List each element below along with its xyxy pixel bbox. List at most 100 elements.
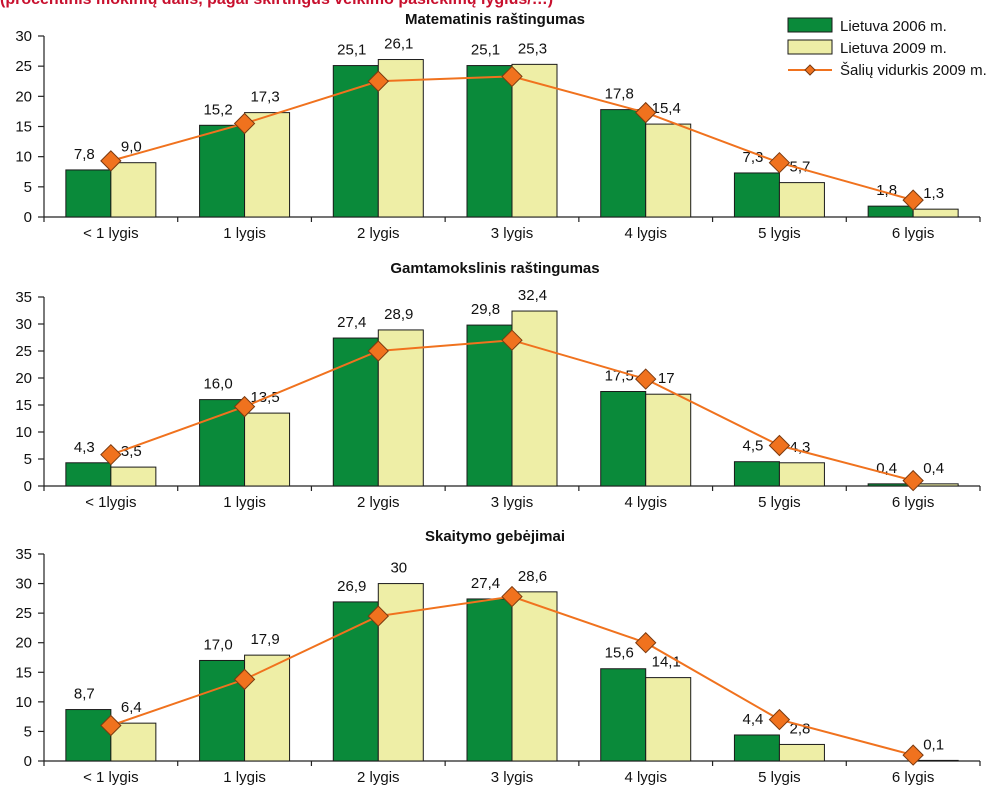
bar-lietuva-2009 xyxy=(377,59,424,218)
average-marker xyxy=(501,585,523,608)
y-tick-label: 20 xyxy=(15,635,32,652)
average-marker xyxy=(902,744,924,766)
bar-lietuva-2009 xyxy=(778,743,825,762)
average-marker xyxy=(501,65,523,88)
category-label: 1 lygis xyxy=(223,769,266,786)
data-label-2006: 7,3 xyxy=(742,149,763,166)
data-label-2009: 17,3 xyxy=(250,89,279,106)
bar-lietuva-2006 xyxy=(332,65,379,218)
y-tick-label: 15 xyxy=(15,664,32,681)
bar-lietuva-2009 xyxy=(778,462,825,487)
y-tick-label: 0 xyxy=(24,753,32,770)
bar-lietuva-2006 xyxy=(466,324,513,487)
average-marker xyxy=(100,714,122,737)
y-tick-label: 0 xyxy=(24,209,32,226)
category-label: 5 lygis xyxy=(758,494,801,511)
bar-lietuva-2009 xyxy=(511,591,558,762)
data-label-2009: 5,7 xyxy=(789,159,810,176)
data-label-2009: 30 xyxy=(390,560,407,577)
bar-lietuva-2006 xyxy=(733,172,780,218)
data-label-2009: 28,9 xyxy=(384,306,413,323)
y-tick-label: 20 xyxy=(15,370,32,387)
y-tick-label: 20 xyxy=(15,88,32,105)
bar-lietuva-2006 xyxy=(600,668,647,762)
category-label: 3 lygis xyxy=(491,225,534,242)
bar-lietuva-2009 xyxy=(912,208,959,218)
average-marker xyxy=(233,112,256,135)
y-tick-label: 30 xyxy=(15,28,32,45)
chart-title: Gamtamokslinis raštingumas xyxy=(390,260,599,277)
data-label-2006: 17,8 xyxy=(605,86,634,103)
legend-swatch-lt2006 xyxy=(787,17,833,33)
y-tick-label: 10 xyxy=(15,694,32,711)
y-tick-label: 35 xyxy=(15,289,32,306)
data-label-2009: 6,4 xyxy=(121,699,142,716)
legend-label-avg2009: Šalių vidurkis 2009 m. xyxy=(840,62,987,79)
data-label-2006: 17,0 xyxy=(203,636,232,653)
average-marker xyxy=(100,443,122,466)
data-label-2009: 15,4 xyxy=(652,100,681,117)
category-label: < 1lygis xyxy=(85,494,136,511)
y-tick-label: 0 xyxy=(24,478,32,495)
average-marker xyxy=(367,70,389,92)
data-label-2006: 4,3 xyxy=(74,439,95,456)
data-label-2009: 9,0 xyxy=(121,139,142,156)
category-label: 1 lygis xyxy=(223,225,266,242)
bar-lietuva-2009 xyxy=(110,162,157,218)
data-label-2009: 1,3 xyxy=(923,185,944,202)
bar-lietuva-2009 xyxy=(778,182,825,218)
category-label: 2 lygis xyxy=(357,225,400,242)
bar-lietuva-2009 xyxy=(645,393,692,487)
y-tick-label: 25 xyxy=(15,343,32,360)
category-label: 5 lygis xyxy=(758,769,801,786)
data-label-2009: 26,1 xyxy=(384,36,413,53)
data-label-2006: 25,1 xyxy=(471,42,500,59)
y-tick-label: 15 xyxy=(15,397,32,414)
bar-lietuva-2006 xyxy=(65,169,112,218)
bar-lietuva-2009 xyxy=(110,466,157,487)
average-marker xyxy=(635,632,657,654)
average-marker xyxy=(233,668,256,691)
average-marker xyxy=(100,150,122,172)
y-tick-label: 25 xyxy=(15,58,32,75)
bar-lietuva-2009 xyxy=(110,722,157,762)
category-label: 5 lygis xyxy=(758,225,801,242)
bar-lietuva-2009 xyxy=(645,123,692,218)
bar-lietuva-2006 xyxy=(600,391,647,487)
y-tick-label: 10 xyxy=(15,149,32,166)
average-marker xyxy=(768,151,791,174)
page-header-text: (procentinis mokinių dalis, pagal skirti… xyxy=(0,0,990,11)
average-marker xyxy=(635,101,657,124)
data-label-2006: 15,2 xyxy=(203,101,232,118)
y-tick-label: 5 xyxy=(24,179,32,196)
category-label: 3 lygis xyxy=(491,769,534,786)
data-label-2006: 8,7 xyxy=(74,686,95,703)
bar-lietuva-2009 xyxy=(244,654,291,762)
data-label-2006: 16,0 xyxy=(203,376,232,393)
data-label-2009: 17 xyxy=(658,370,675,387)
data-label-2006: 15,6 xyxy=(605,645,634,662)
category-label: 4 lygis xyxy=(624,225,667,242)
bar-lietuva-2009 xyxy=(244,412,291,487)
legend-marker-avg2009 xyxy=(804,64,816,76)
y-tick-label: 35 xyxy=(15,546,32,563)
y-tick-label: 15 xyxy=(15,119,32,136)
bar-lietuva-2006 xyxy=(466,65,513,218)
chart-title: Matematinis raštingumas xyxy=(405,11,585,28)
category-label: 1 lygis xyxy=(223,494,266,511)
bar-lietuva-2006 xyxy=(199,124,246,218)
data-label-2006: 25,1 xyxy=(337,42,366,59)
bar-lietuva-2006 xyxy=(867,205,914,218)
legend-swatch-lt2009 xyxy=(787,39,833,55)
category-label: 3 lygis xyxy=(491,494,534,511)
bar-lietuva-2006 xyxy=(733,461,780,487)
average-marker xyxy=(902,189,924,211)
legend-label-lt2009: Lietuva 2009 m. xyxy=(840,40,947,57)
category-label: 4 lygis xyxy=(624,769,667,786)
category-label: 2 lygis xyxy=(357,769,400,786)
data-label-2009: 25,3 xyxy=(518,40,547,57)
y-tick-label: 25 xyxy=(15,605,32,622)
average-marker xyxy=(902,469,924,492)
category-label: 6 lygis xyxy=(892,494,935,511)
